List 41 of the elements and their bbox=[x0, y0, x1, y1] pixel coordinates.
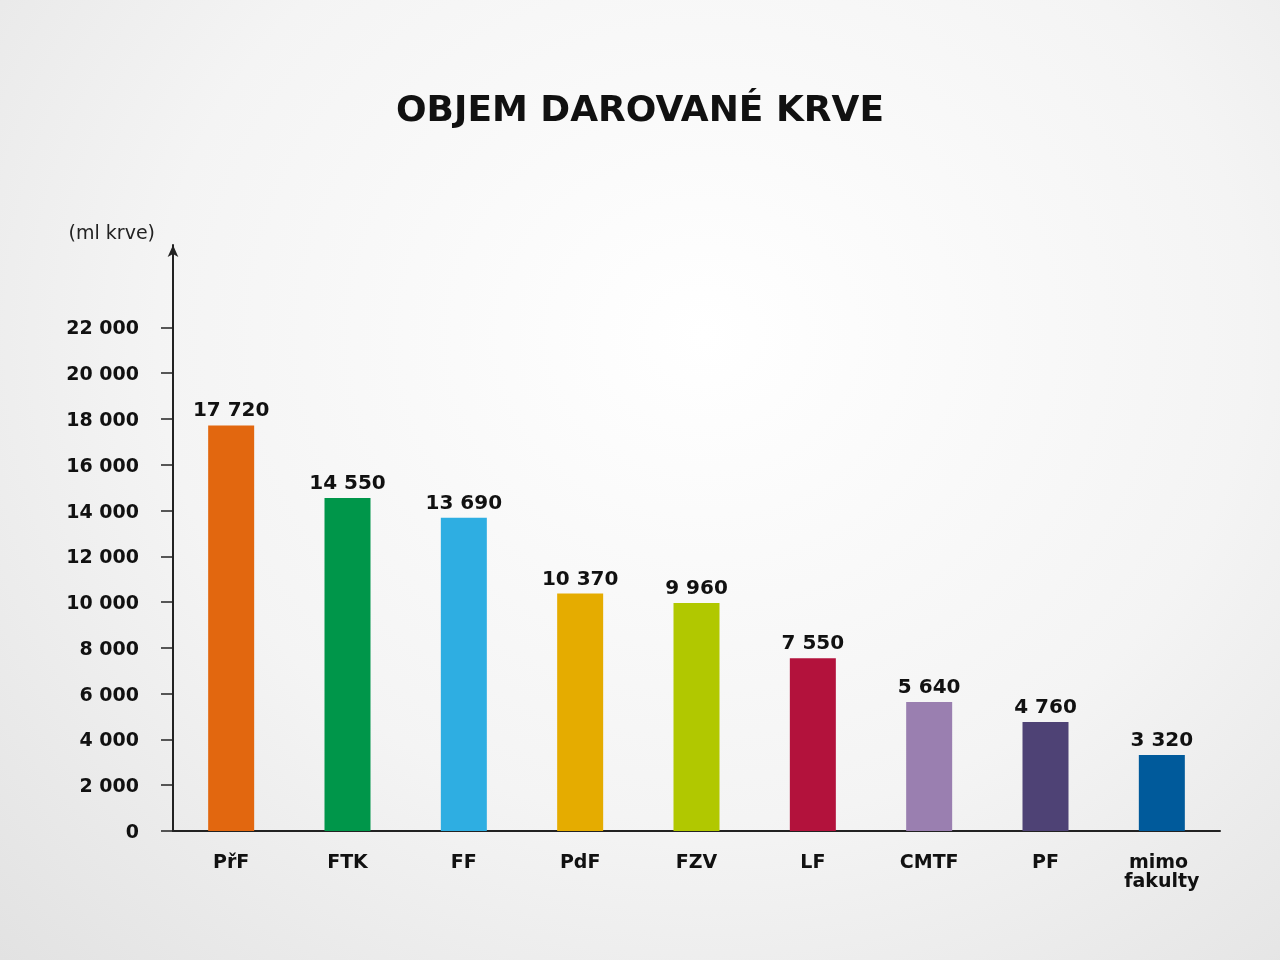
y-tick-label: 6 000 bbox=[79, 682, 139, 705]
x-tick-label: FZV bbox=[675, 849, 718, 872]
data-label: 13 690 bbox=[425, 489, 503, 514]
x-tick-label: CMTF bbox=[899, 849, 959, 872]
y-tick-label: 12 000 bbox=[66, 545, 139, 568]
x-tick-label: LF bbox=[800, 849, 826, 872]
y-tick-label: 8 000 bbox=[79, 636, 139, 659]
y-axis-title: (ml krve) bbox=[68, 220, 155, 243]
chart-title: OBJEM DAROVANÉ KRVE bbox=[395, 87, 885, 129]
x-tick-label: PF bbox=[1032, 849, 1059, 872]
x-tick-label: FTK bbox=[327, 849, 370, 872]
data-label: 14 550 bbox=[309, 469, 386, 494]
y-tick-label: 14 000 bbox=[66, 499, 139, 522]
y-tick-label: 20 000 bbox=[66, 362, 139, 385]
data-label: 9 960 bbox=[665, 575, 728, 600]
x-tick-label: mimo fakulty bbox=[1124, 849, 1201, 891]
data-label: 17 720 bbox=[192, 397, 270, 422]
y-tick-label: 2 000 bbox=[79, 774, 139, 797]
x-tick-label: FF bbox=[450, 849, 477, 872]
bar bbox=[557, 593, 604, 831]
data-label: 10 370 bbox=[541, 565, 619, 590]
bar bbox=[906, 701, 953, 831]
data-label: 7 550 bbox=[781, 630, 845, 655]
x-tick-label: PdF bbox=[559, 849, 601, 872]
data-label: 4 760 bbox=[1014, 694, 1077, 719]
y-tick-label: 18 000 bbox=[66, 407, 139, 430]
bar bbox=[673, 603, 720, 831]
y-tick-label: 22 000 bbox=[66, 316, 139, 339]
bar bbox=[789, 658, 836, 831]
y-tick-label: 16 000 bbox=[66, 453, 139, 476]
y-tick-label: 10 000 bbox=[66, 591, 139, 614]
x-tick-label: PřF bbox=[213, 849, 250, 872]
bar bbox=[1022, 722, 1069, 831]
bar bbox=[440, 517, 487, 831]
y-tick-label: 4 000 bbox=[79, 728, 139, 751]
data-label: 5 640 bbox=[897, 673, 961, 698]
bar bbox=[324, 497, 371, 831]
y-tick-label: 0 bbox=[125, 820, 139, 842]
bar bbox=[208, 425, 255, 831]
data-label: 3 320 bbox=[1130, 727, 1194, 751]
bar bbox=[1138, 755, 1185, 831]
